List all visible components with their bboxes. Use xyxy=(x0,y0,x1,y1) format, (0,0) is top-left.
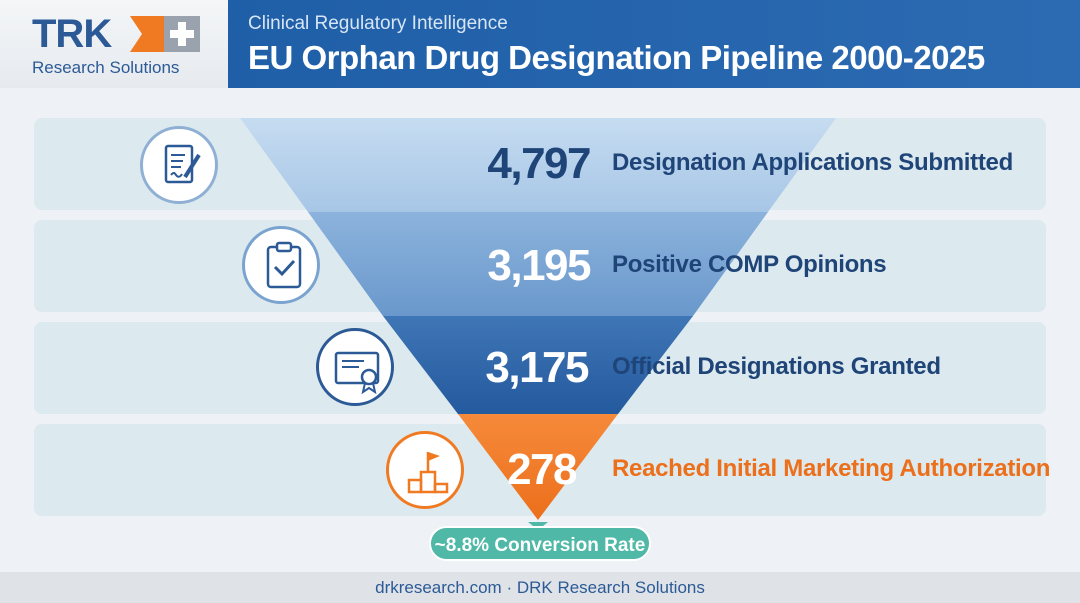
stage-label-2: Positive COMP Opinions xyxy=(612,251,887,278)
certificate-icon xyxy=(316,328,394,406)
stage-value-1: 4,797 xyxy=(487,139,591,188)
header-subtitle: Clinical Regulatory Intelligence xyxy=(248,13,508,34)
clipboard-check-icon xyxy=(242,226,320,304)
stage-label-4: Reached Initial Marketing Authorization xyxy=(612,455,1051,482)
footer: drkresearch.com · DRK Research Solutions xyxy=(0,572,1080,603)
logo-text: TRK xyxy=(32,12,112,56)
stage-value-2: 3,195 xyxy=(487,241,591,290)
stage-value-4: 278 xyxy=(507,445,577,494)
logo-plus-icon xyxy=(130,16,200,52)
stage-value-3: 3,175 xyxy=(485,343,589,392)
document-pen-icon xyxy=(140,126,218,204)
conversion-rate-badge: ~8.8% Conversion Rate xyxy=(429,526,651,561)
footer-text: drkresearch.com · DRK Research Solutions xyxy=(375,578,705,597)
page-title: EU Orphan Drug Designation Pipeline 2000… xyxy=(248,39,985,76)
stage-label-1: Designation Applications Submitted xyxy=(612,149,1013,176)
title-band: Clinical Regulatory Intelligence EU Orph… xyxy=(228,0,1080,88)
logo-subtitle: Research Solutions xyxy=(32,58,180,77)
logo: TRK Research Solutions xyxy=(0,0,228,88)
stage-label-3: Official Designations Granted xyxy=(612,353,941,380)
flag-podium-icon xyxy=(386,431,464,509)
header: TRK Research Solutions Clinical Regulato… xyxy=(0,0,1080,88)
